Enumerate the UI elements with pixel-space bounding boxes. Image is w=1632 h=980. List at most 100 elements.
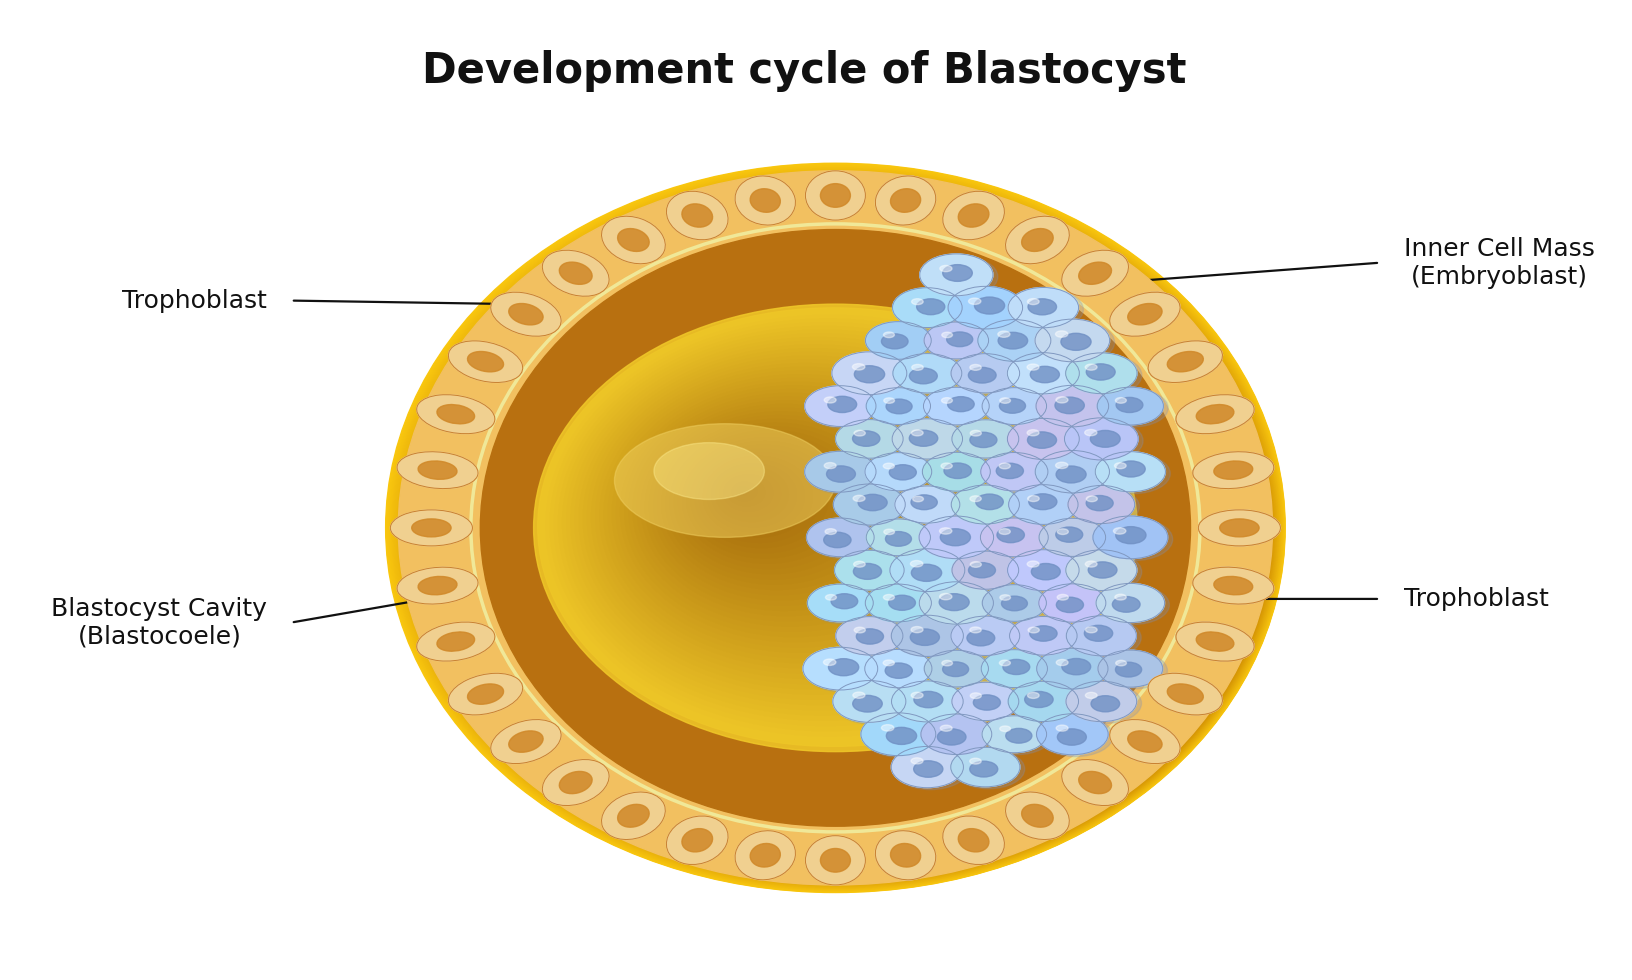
Ellipse shape	[860, 712, 935, 756]
Ellipse shape	[1027, 429, 1038, 436]
Ellipse shape	[397, 452, 478, 489]
Ellipse shape	[1054, 397, 1084, 414]
Ellipse shape	[741, 329, 1054, 499]
Ellipse shape	[951, 356, 1023, 395]
Ellipse shape	[419, 188, 1271, 880]
Ellipse shape	[1066, 419, 1142, 462]
Ellipse shape	[1090, 430, 1120, 447]
Ellipse shape	[805, 649, 883, 692]
Ellipse shape	[883, 464, 894, 468]
Ellipse shape	[419, 189, 1271, 879]
Ellipse shape	[881, 724, 893, 731]
Ellipse shape	[889, 549, 965, 592]
Ellipse shape	[909, 629, 938, 646]
Ellipse shape	[1079, 771, 1111, 794]
Ellipse shape	[1010, 618, 1082, 657]
Ellipse shape	[666, 423, 883, 584]
Ellipse shape	[707, 461, 803, 532]
Ellipse shape	[1036, 713, 1108, 755]
Ellipse shape	[867, 521, 935, 558]
Ellipse shape	[390, 168, 1283, 891]
Ellipse shape	[942, 816, 1004, 864]
Ellipse shape	[416, 622, 494, 662]
Ellipse shape	[1056, 527, 1082, 542]
Ellipse shape	[854, 564, 881, 579]
Ellipse shape	[449, 341, 522, 382]
Ellipse shape	[1069, 487, 1139, 525]
Ellipse shape	[406, 178, 1276, 885]
Ellipse shape	[914, 691, 942, 708]
Ellipse shape	[1167, 684, 1203, 705]
Ellipse shape	[1196, 632, 1234, 651]
Ellipse shape	[997, 527, 1023, 543]
Ellipse shape	[398, 172, 1279, 888]
Ellipse shape	[625, 386, 963, 637]
Ellipse shape	[1147, 341, 1222, 382]
Ellipse shape	[1058, 729, 1085, 745]
Ellipse shape	[883, 332, 894, 338]
Ellipse shape	[1002, 660, 1030, 674]
Ellipse shape	[969, 693, 981, 699]
Ellipse shape	[996, 464, 1023, 478]
Ellipse shape	[509, 731, 543, 753]
Ellipse shape	[393, 170, 1281, 889]
Ellipse shape	[999, 398, 1010, 404]
Ellipse shape	[886, 727, 916, 745]
Ellipse shape	[953, 421, 1023, 460]
Ellipse shape	[1064, 417, 1138, 460]
Ellipse shape	[911, 430, 922, 436]
Ellipse shape	[958, 829, 989, 852]
Ellipse shape	[388, 166, 1283, 892]
Ellipse shape	[922, 716, 996, 757]
Ellipse shape	[909, 368, 937, 384]
Ellipse shape	[728, 479, 764, 506]
Ellipse shape	[950, 354, 1018, 393]
Ellipse shape	[1067, 617, 1141, 658]
Ellipse shape	[645, 405, 922, 611]
Ellipse shape	[805, 452, 875, 492]
Ellipse shape	[601, 792, 664, 840]
Ellipse shape	[819, 183, 850, 208]
Ellipse shape	[827, 396, 857, 413]
Ellipse shape	[883, 529, 894, 535]
Ellipse shape	[1005, 217, 1069, 264]
Ellipse shape	[615, 378, 978, 647]
Ellipse shape	[617, 805, 650, 827]
Ellipse shape	[911, 692, 922, 699]
Ellipse shape	[1023, 692, 1053, 708]
Ellipse shape	[1095, 583, 1164, 622]
Ellipse shape	[924, 389, 994, 426]
Ellipse shape	[951, 749, 1025, 789]
Ellipse shape	[982, 717, 1051, 755]
Ellipse shape	[509, 304, 543, 325]
Ellipse shape	[981, 519, 1053, 559]
Ellipse shape	[712, 464, 796, 526]
Ellipse shape	[1038, 518, 1105, 557]
Ellipse shape	[1115, 397, 1142, 413]
Ellipse shape	[1061, 760, 1128, 806]
Ellipse shape	[534, 304, 1136, 752]
Ellipse shape	[974, 297, 1004, 314]
Ellipse shape	[938, 266, 951, 271]
Ellipse shape	[491, 719, 561, 763]
Ellipse shape	[925, 652, 992, 689]
Ellipse shape	[827, 659, 858, 676]
Ellipse shape	[703, 309, 1093, 519]
Ellipse shape	[1079, 262, 1111, 284]
Ellipse shape	[889, 844, 920, 867]
Ellipse shape	[415, 185, 1273, 881]
Ellipse shape	[824, 595, 836, 600]
Ellipse shape	[1128, 731, 1162, 753]
Ellipse shape	[601, 217, 664, 264]
Ellipse shape	[1056, 594, 1067, 600]
Ellipse shape	[948, 286, 1022, 329]
Ellipse shape	[537, 308, 1129, 747]
Ellipse shape	[865, 584, 930, 622]
Ellipse shape	[947, 332, 973, 347]
Ellipse shape	[432, 198, 1266, 875]
Ellipse shape	[1097, 454, 1170, 494]
Ellipse shape	[398, 171, 1271, 885]
Ellipse shape	[875, 831, 935, 880]
Ellipse shape	[390, 167, 1283, 891]
Ellipse shape	[1066, 681, 1136, 721]
